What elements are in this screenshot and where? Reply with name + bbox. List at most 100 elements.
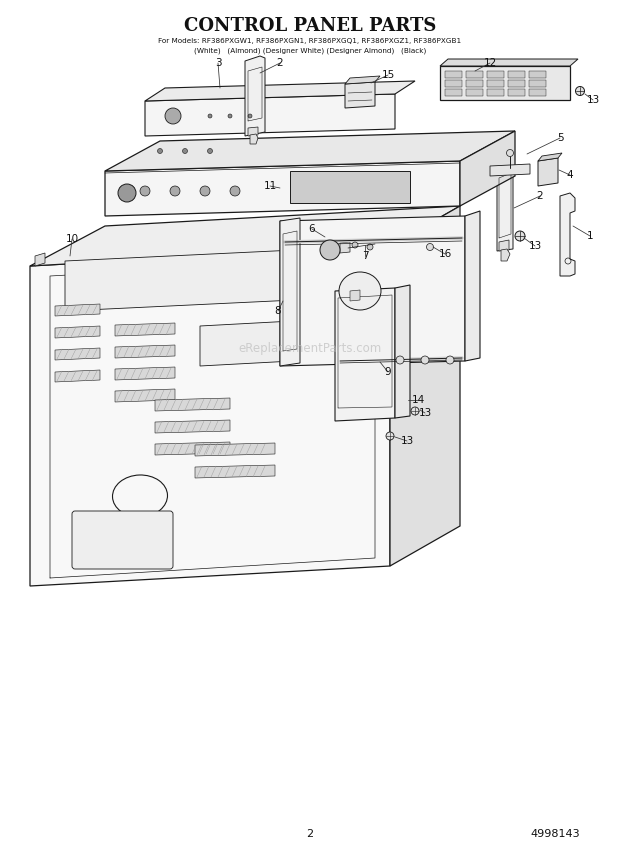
Polygon shape: [345, 82, 375, 108]
Polygon shape: [395, 285, 410, 418]
Circle shape: [182, 148, 187, 153]
Polygon shape: [115, 345, 175, 358]
Bar: [508, 89, 525, 96]
Text: 5: 5: [557, 133, 564, 143]
Text: eReplacementParts.com: eReplacementParts.com: [238, 342, 382, 354]
Polygon shape: [195, 465, 275, 478]
Bar: [466, 80, 483, 87]
Polygon shape: [195, 443, 275, 456]
Text: 13: 13: [401, 436, 414, 446]
Text: (White)   (Almond) (Designer White) (Designer Almond)   (Black): (White) (Almond) (Designer White) (Desig…: [194, 48, 426, 54]
Bar: [445, 71, 462, 78]
Polygon shape: [345, 76, 380, 84]
Bar: [487, 80, 504, 87]
Bar: [290, 171, 410, 203]
Text: 13: 13: [587, 95, 600, 105]
Bar: [529, 80, 546, 87]
Circle shape: [507, 150, 513, 157]
Polygon shape: [340, 242, 350, 253]
Polygon shape: [145, 94, 395, 136]
Polygon shape: [538, 158, 558, 186]
Text: 3: 3: [215, 58, 221, 68]
Bar: [529, 89, 546, 96]
Polygon shape: [350, 290, 360, 301]
Polygon shape: [497, 166, 513, 251]
Polygon shape: [155, 420, 230, 433]
Text: 16: 16: [438, 249, 451, 259]
Circle shape: [248, 114, 252, 118]
Circle shape: [157, 148, 162, 153]
Polygon shape: [440, 59, 578, 66]
Polygon shape: [465, 211, 480, 361]
Text: 15: 15: [381, 70, 394, 80]
Bar: [466, 71, 483, 78]
Text: 6: 6: [309, 224, 316, 234]
Polygon shape: [30, 206, 460, 266]
Circle shape: [230, 186, 240, 196]
Text: 9: 9: [384, 367, 391, 377]
Text: 4: 4: [567, 170, 574, 180]
Text: 2: 2: [537, 191, 543, 201]
Circle shape: [208, 148, 213, 153]
Polygon shape: [280, 218, 300, 366]
Polygon shape: [245, 56, 265, 136]
Circle shape: [421, 356, 429, 364]
Polygon shape: [560, 193, 575, 276]
Circle shape: [320, 240, 340, 260]
Polygon shape: [145, 81, 415, 101]
Text: 2: 2: [277, 58, 283, 68]
Polygon shape: [248, 127, 258, 136]
FancyBboxPatch shape: [72, 511, 173, 569]
Text: For Models: RF386PXGW1, RF386PXGN1, RF386PXGQ1, RF386PXGZ1, RF386PXGB1: For Models: RF386PXGW1, RF386PXGN1, RF38…: [159, 38, 461, 44]
Polygon shape: [55, 370, 100, 382]
Circle shape: [352, 242, 358, 248]
Circle shape: [575, 86, 585, 96]
Polygon shape: [250, 134, 258, 144]
Text: 4998143: 4998143: [530, 829, 580, 839]
Circle shape: [208, 114, 212, 118]
Polygon shape: [490, 164, 530, 176]
Polygon shape: [55, 326, 100, 338]
Polygon shape: [460, 131, 515, 206]
Polygon shape: [55, 304, 100, 316]
Bar: [508, 71, 525, 78]
Text: 10: 10: [66, 234, 79, 244]
Polygon shape: [390, 206, 460, 566]
Bar: [466, 89, 483, 96]
Polygon shape: [115, 367, 175, 380]
Polygon shape: [501, 249, 510, 261]
Polygon shape: [105, 161, 460, 216]
Polygon shape: [335, 288, 395, 421]
Polygon shape: [155, 398, 230, 411]
Text: 1: 1: [587, 231, 593, 241]
Text: 7: 7: [361, 251, 368, 261]
Polygon shape: [538, 153, 562, 161]
Circle shape: [515, 231, 525, 241]
Ellipse shape: [339, 272, 381, 310]
Polygon shape: [115, 323, 175, 336]
Circle shape: [118, 184, 136, 202]
Bar: [445, 89, 462, 96]
Polygon shape: [30, 246, 390, 586]
Circle shape: [446, 356, 454, 364]
Circle shape: [200, 186, 210, 196]
Circle shape: [367, 244, 373, 250]
Bar: [445, 80, 462, 87]
Polygon shape: [280, 216, 465, 366]
Text: 8: 8: [275, 306, 281, 316]
Circle shape: [140, 186, 150, 196]
Text: CONTROL PANEL PARTS: CONTROL PANEL PARTS: [184, 17, 436, 35]
Polygon shape: [35, 253, 45, 266]
Text: 11: 11: [264, 181, 277, 191]
Bar: [487, 71, 504, 78]
Polygon shape: [499, 240, 509, 251]
Bar: [508, 80, 525, 87]
Polygon shape: [440, 66, 570, 100]
Circle shape: [396, 356, 404, 364]
Polygon shape: [65, 250, 295, 311]
Circle shape: [228, 114, 232, 118]
Bar: [529, 71, 546, 78]
Bar: [487, 89, 504, 96]
Text: 13: 13: [528, 241, 542, 251]
Text: 14: 14: [412, 395, 425, 405]
